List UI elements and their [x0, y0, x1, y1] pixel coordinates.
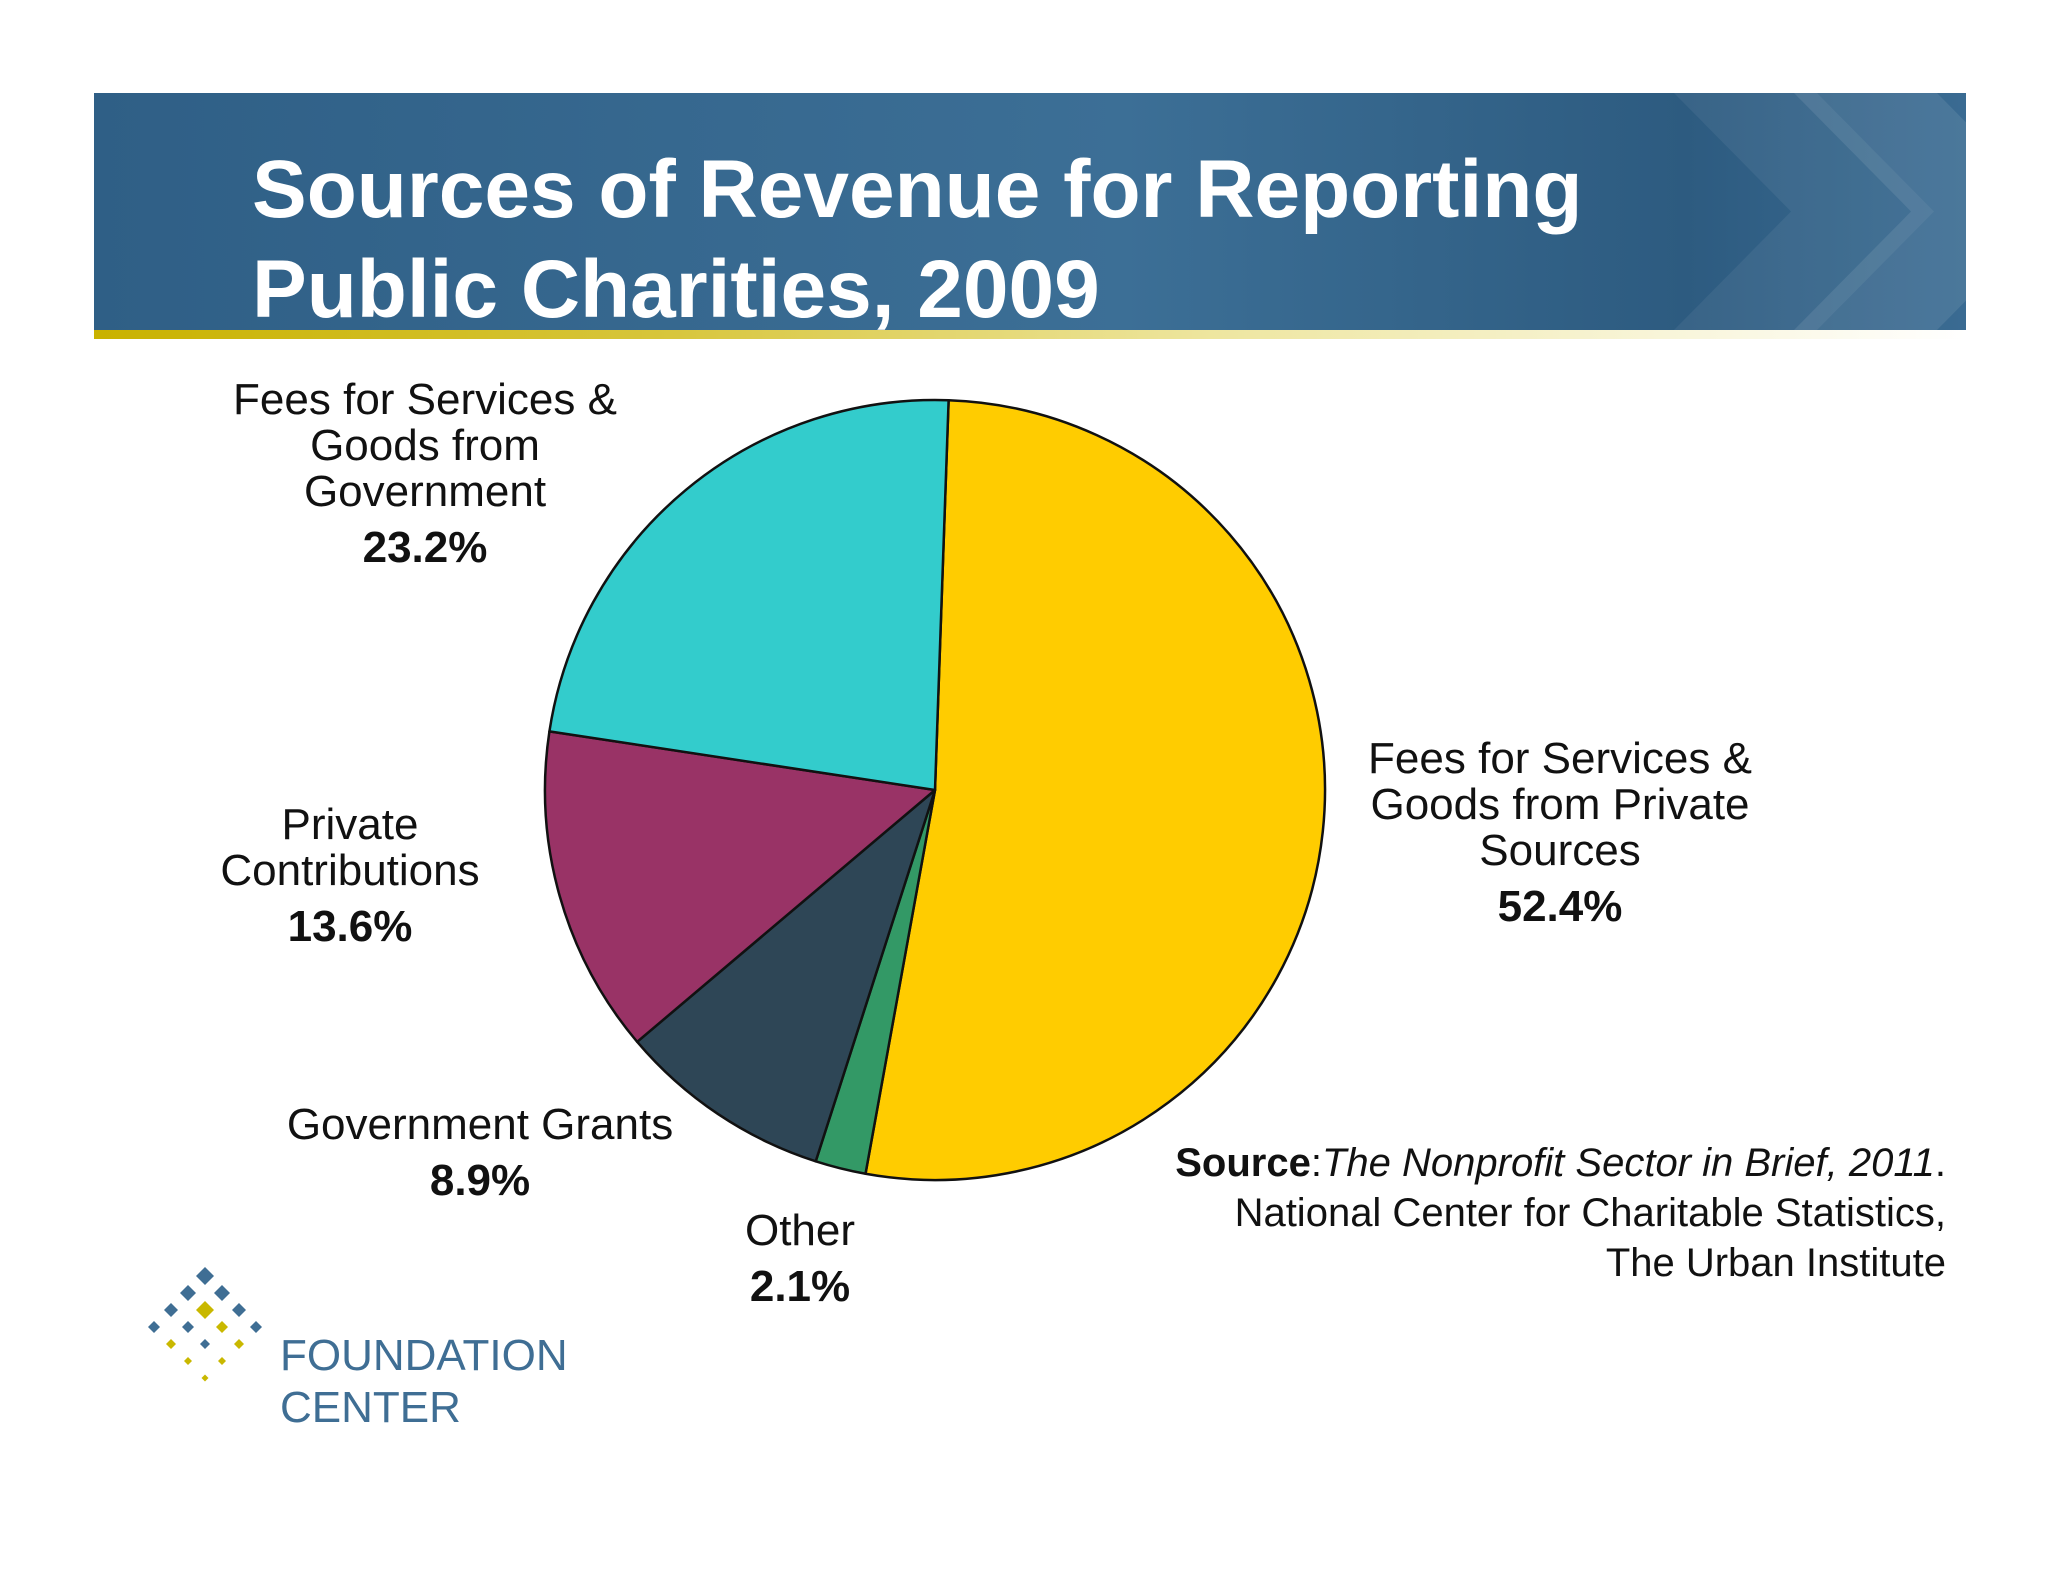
source-prefix: Source [1175, 1141, 1311, 1185]
logo-text-line-1: FOUNDATION [280, 1331, 568, 1380]
slide-title-line-2: Public Charities, 2009 [252, 244, 1100, 335]
pie-slice-3 [543, 730, 937, 1044]
logo-diamond [196, 1267, 214, 1285]
slice-label-private-contributions: Private Contributions 13.6% [200, 802, 500, 950]
slice-name-line: Private [281, 800, 419, 849]
slice-percent: 23.2% [362, 523, 488, 572]
slice-name-line: Contributions [220, 846, 480, 895]
logo-diamond [250, 1321, 262, 1333]
slice-name-line: Fees for Services & [233, 375, 617, 424]
slice-percent: 8.9% [429, 1156, 531, 1205]
slice-name-line: Other [744, 1206, 856, 1255]
slice-name-line: Sources [1479, 826, 1641, 875]
logo-diamond [196, 1301, 214, 1319]
slice-percent: 52.4% [1497, 882, 1623, 931]
logo-text-line-2: CENTER [280, 1383, 461, 1432]
slice-name-line: Goods from [310, 421, 540, 470]
logo-diamond [200, 1339, 210, 1349]
pie-slice-2 [635, 788, 937, 1163]
slice-name-line: Government Grants [286, 1100, 674, 1149]
logo-diamond [216, 1321, 228, 1333]
logo-diamond [166, 1339, 176, 1349]
logo-diamond [180, 1285, 196, 1301]
slice-name-line: Government [303, 467, 547, 516]
source-citation: Source:The Nonprofit Sector in Brief, 20… [1175, 1138, 1946, 1288]
slice-name-line: Goods from Private [1370, 780, 1750, 829]
slice-name-line: Fees for Services & [1368, 734, 1752, 783]
source-period: . [1934, 1141, 1946, 1185]
logo-diamond [148, 1321, 160, 1333]
logo-diamond [214, 1285, 230, 1301]
slice-label-other: Other 2.1% [700, 1208, 900, 1310]
logo-diamond [164, 1303, 178, 1317]
slice-percent: 13.6% [287, 902, 413, 951]
foundation-center-logo-icon [148, 1267, 262, 1382]
logo-diamond [184, 1357, 192, 1365]
logo-diamond [201, 1374, 209, 1382]
slide-title: Sources of Revenue for Reporting Public … [252, 140, 1582, 340]
slice-label-private-fees: Fees for Services & Goods from Private S… [1340, 736, 1780, 930]
logo-diamond [232, 1303, 246, 1317]
pie-slice-4 [548, 398, 950, 792]
source-line-2: National Center for Charitable Statistic… [1234, 1191, 1946, 1235]
slice-label-government-fees: Fees for Services & Goods from Governmen… [205, 377, 645, 571]
slice-percent: 2.1% [749, 1262, 851, 1311]
source-colon: : [1310, 1141, 1322, 1185]
source-line-3: The Urban Institute [1605, 1241, 1946, 1285]
pie-slice-0 [864, 398, 1327, 1182]
source-line-1: Source:The Nonprofit Sector in Brief, 20… [1175, 1138, 1946, 1188]
banner-underline [94, 330, 1966, 339]
source-title: The Nonprofit Sector in Brief, 2011 [1321, 1141, 1935, 1185]
logo-diamond [234, 1339, 244, 1349]
foundation-center-wordmark: FOUNDATION CENTER [280, 1330, 568, 1434]
title-banner [94, 93, 1966, 330]
slice-label-government-grants: Government Grants 8.9% [260, 1102, 700, 1204]
logo-diamond [218, 1357, 226, 1365]
logo-diamond [182, 1321, 194, 1333]
slide-title-line-1: Sources of Revenue for Reporting [252, 144, 1583, 235]
